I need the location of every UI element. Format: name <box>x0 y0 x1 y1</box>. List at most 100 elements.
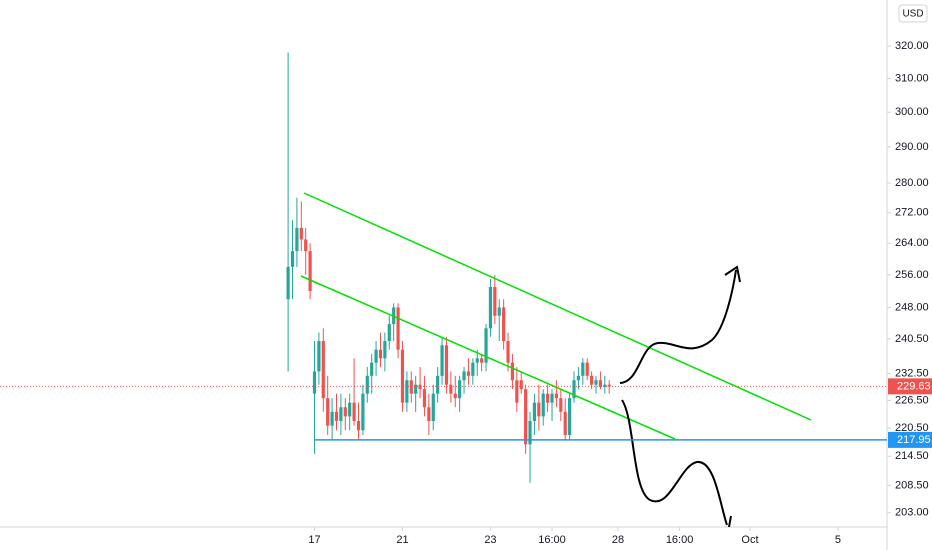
trend-line-lower <box>300 275 676 440</box>
candle-body <box>365 375 369 394</box>
candle-body <box>480 358 484 363</box>
x-tick-label: 5 <box>835 534 841 546</box>
candle-body <box>286 266 290 300</box>
candle-body <box>603 384 607 387</box>
candle-body <box>370 362 374 376</box>
candle-body <box>515 380 519 403</box>
candle-body <box>427 407 431 422</box>
candle-body <box>532 402 537 422</box>
y-tick-label: 272.00 <box>895 207 929 219</box>
y-tick-label: 208.50 <box>895 479 929 491</box>
plot-area <box>286 52 611 483</box>
candle-body <box>304 239 308 252</box>
candle-body <box>449 384 453 394</box>
candle-body <box>537 402 541 417</box>
candle-body <box>418 384 422 390</box>
currency-box[interactable] <box>898 4 928 23</box>
candle-body <box>317 341 321 372</box>
candle-body <box>396 307 400 350</box>
candle-body <box>550 393 554 403</box>
candle-body <box>559 398 563 412</box>
candle-body <box>374 349 378 363</box>
candle-body <box>576 375 581 381</box>
x-tick-label: Oct <box>741 534 758 546</box>
candle-body <box>440 345 444 376</box>
y-tick-label: 310.00 <box>895 73 929 85</box>
y-tick-label: 320.00 <box>895 40 929 52</box>
candle-body <box>321 341 325 399</box>
candle-body <box>488 286 493 329</box>
candle-body <box>541 393 545 417</box>
y-tick-label: 280.00 <box>895 177 929 189</box>
candle-body <box>383 341 387 359</box>
candle-body <box>524 389 528 445</box>
candle-body <box>506 341 510 363</box>
candle-body <box>361 393 365 431</box>
candle-body <box>554 393 559 399</box>
candle-body <box>326 398 330 426</box>
candle-body <box>546 393 550 403</box>
candle-body <box>568 398 572 435</box>
candle-body <box>598 380 603 387</box>
y-tick-label: 256.00 <box>895 269 929 281</box>
candle-body <box>590 375 594 385</box>
candle-body <box>352 402 356 422</box>
candle-body <box>462 371 466 381</box>
candle-body <box>497 307 501 316</box>
candle-body <box>414 384 418 394</box>
candle-body <box>607 384 611 387</box>
bullish-arrowhead <box>724 265 741 283</box>
x-tick-label: 21 <box>396 534 408 546</box>
candle-body <box>484 328 488 363</box>
candle-body <box>493 286 497 316</box>
last-price-label: 229.63 <box>897 380 931 392</box>
candle-body <box>378 349 383 359</box>
y-tick-label: 290.00 <box>895 141 929 153</box>
candle-body <box>299 227 303 240</box>
x-tick-label: 16:00 <box>666 534 694 546</box>
support-label: 217.95 <box>897 434 931 446</box>
trend-line-upper <box>303 192 812 421</box>
x-tick-label: 28 <box>612 534 624 546</box>
y-tick-label: 203.00 <box>895 507 929 519</box>
y-tick-label: 248.00 <box>895 301 929 313</box>
candle-body <box>334 411 339 422</box>
candle-body <box>572 380 576 399</box>
candle-body <box>295 227 299 252</box>
y-tick-label: 232.50 <box>895 368 929 380</box>
bearish-arrowhead <box>728 515 732 528</box>
candle-body <box>436 375 440 394</box>
y-tick-label: 220.50 <box>895 422 929 434</box>
last-price-box <box>888 378 932 395</box>
bullish-arrow <box>619 269 737 384</box>
candle-body <box>387 324 391 342</box>
candle-body <box>348 402 352 417</box>
bearish-arrow <box>621 399 728 526</box>
y-tick-label: 226.50 <box>895 394 929 406</box>
candle-body <box>471 362 475 376</box>
candle-body <box>453 393 457 399</box>
support-box <box>888 431 932 448</box>
candle-body <box>308 251 312 292</box>
candle-body <box>409 380 413 394</box>
candle-body <box>510 362 515 381</box>
candle-body <box>339 407 343 422</box>
candle-body <box>528 421 532 445</box>
candle-body <box>458 380 462 399</box>
candle-body <box>475 358 479 363</box>
candle-body <box>594 380 598 385</box>
candle-body <box>312 371 317 394</box>
candle-body <box>343 407 347 417</box>
candle-body <box>563 411 567 435</box>
candle-body <box>290 251 295 267</box>
candle-body <box>422 389 427 408</box>
y-tick-label: 264.00 <box>895 237 929 249</box>
candle-body <box>466 371 471 376</box>
candle-body <box>581 362 585 376</box>
x-tick-label: 16:00 <box>538 534 566 546</box>
candle-body <box>405 380 409 403</box>
y-tick-label: 300.00 <box>895 106 929 118</box>
candle-body <box>502 307 506 342</box>
y-tick-label: 214.50 <box>895 450 929 462</box>
